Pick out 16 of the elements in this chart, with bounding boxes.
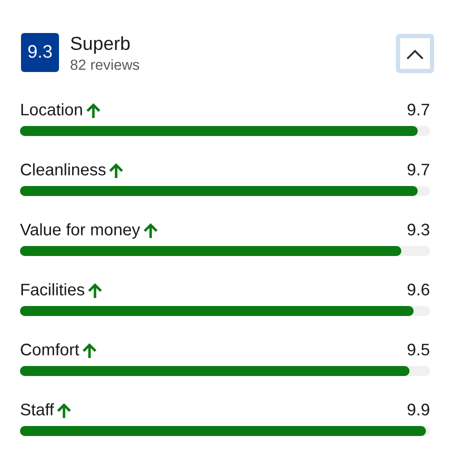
y-tick-label: Comfort — [20, 343, 80, 356]
data-label: 9.7 — [408, 104, 430, 116]
y-tick-label: Value for money — [20, 223, 140, 239]
y-tick-label: Cleanliness — [20, 163, 106, 176]
chart-title: Superb — [70, 36, 130, 54]
text: 9.3 — [28, 45, 52, 58]
data-label: 9.7 — [408, 164, 430, 176]
y-tick-label: Location — [21, 103, 82, 116]
y-tick-label: Staff — [20, 403, 54, 416]
data-label: 9.6 — [408, 284, 430, 296]
data-label: 9.5 — [408, 344, 430, 356]
bar — [20, 426, 426, 436]
data-label: 9.3 — [408, 224, 430, 236]
data-label: 9.9 — [408, 404, 430, 416]
y-tick-label: Facilities — [21, 283, 84, 296]
chart-subtitle: 82 reviews — [70, 59, 140, 70]
